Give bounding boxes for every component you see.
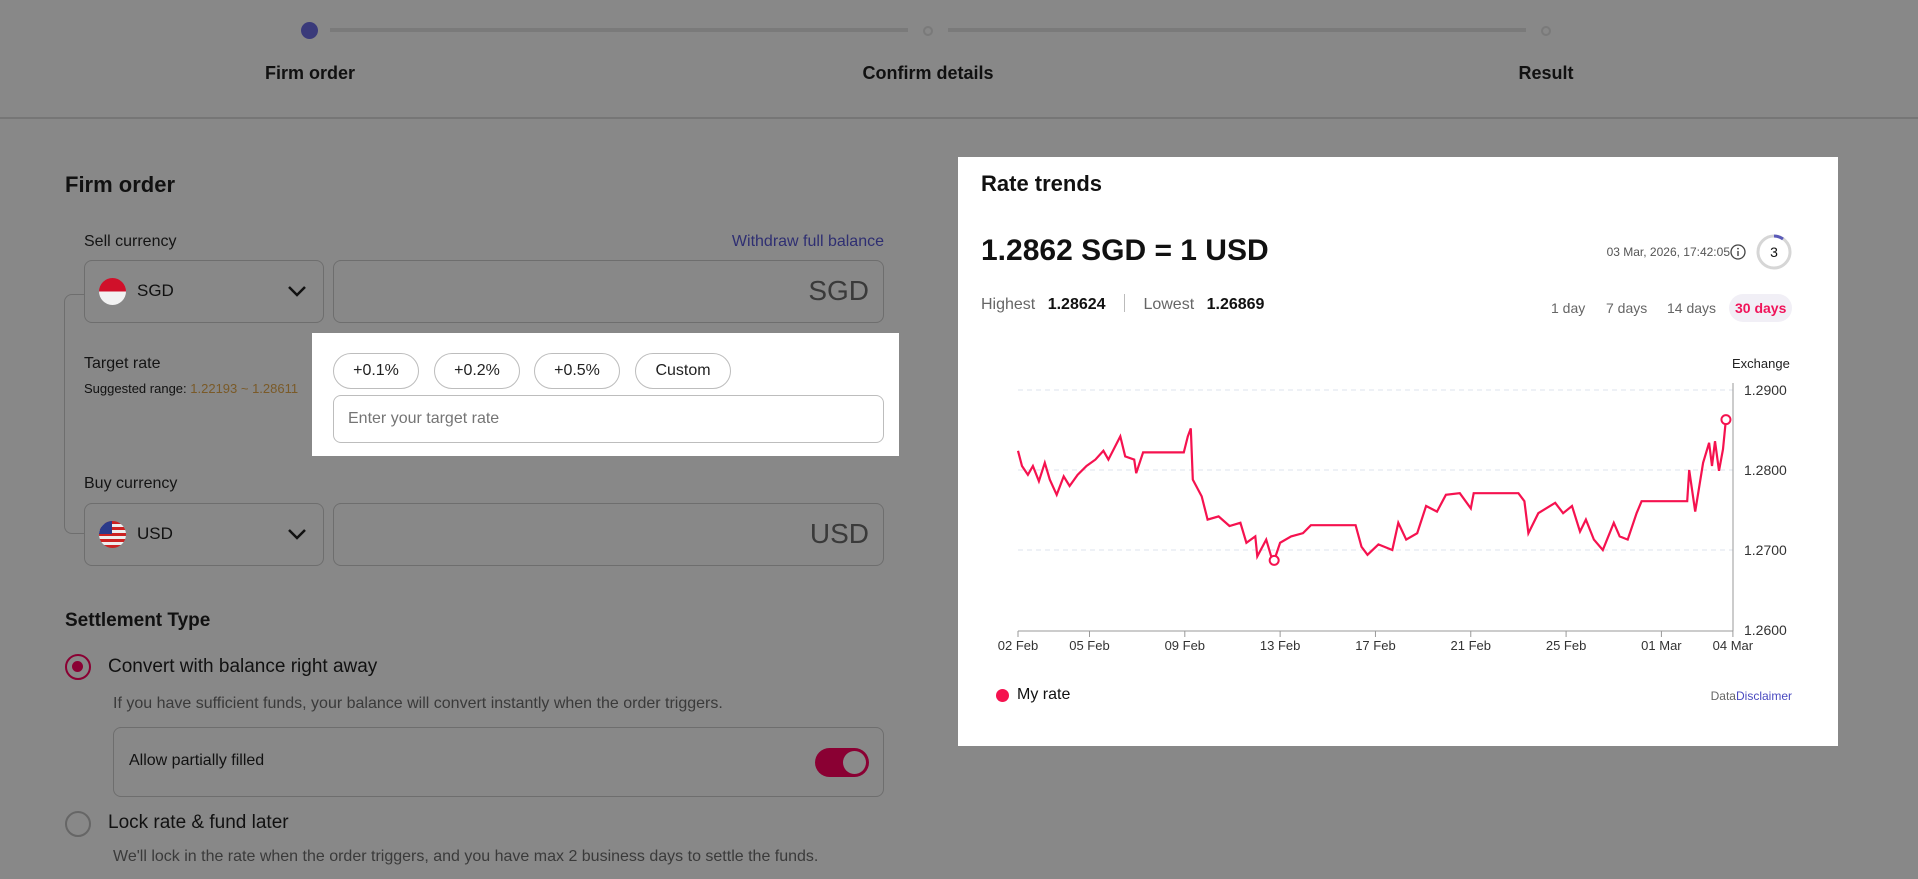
range-tab-1-day[interactable]: 1 day <box>1551 300 1586 316</box>
chip-plus-0-2[interactable]: +0.2% <box>434 353 520 389</box>
target-rate-label: Target rate <box>84 355 161 372</box>
radio-convert-right-away[interactable] <box>65 654 91 680</box>
buy-currency-select[interactable]: USD <box>84 503 324 566</box>
suggested-range-values: 1.22193 ~ 1.28611 <box>190 381 299 396</box>
current-rate: 1.2862 SGD = 1 USD <box>981 234 1269 267</box>
x-tick-label: 09 Feb <box>1165 638 1205 653</box>
x-tick-label: 04 Mar <box>1713 638 1754 653</box>
sell-currency-select[interactable]: SGD <box>84 260 324 323</box>
option-convert-label[interactable]: Convert with balance right away <box>108 656 378 677</box>
buy-currency-label: Buy currency <box>84 475 178 492</box>
series-line-my-rate <box>1016 419 1727 563</box>
chip-plus-0-1[interactable]: +0.1% <box>333 353 419 389</box>
lowest-label: Lowest <box>1143 296 1195 313</box>
lowest-value: 1.26869 <box>1206 296 1265 313</box>
x-tick-label: 13 Feb <box>1260 638 1300 653</box>
high-low-row: Highest 1.28624 Lowest 1.26869 <box>981 294 1264 314</box>
disclaimer-link[interactable]: Disclaimer <box>1735 689 1792 703</box>
suggested-range-prefix: Suggested range: <box>84 381 187 396</box>
sell-currency-label: Sell currency <box>84 233 177 250</box>
buy-currency-code: USD <box>137 524 173 543</box>
form-title: Firm order <box>65 172 176 197</box>
buy-amount-input[interactable]: USD <box>333 503 884 566</box>
rate-timestamp: 03 Mar, 2026, 17:42:05 <box>1606 245 1730 259</box>
step-dot <box>923 26 933 36</box>
refresh-countdown[interactable]: 3 <box>1756 234 1792 270</box>
y-tick-label: 1.2900 <box>1744 382 1787 398</box>
header-divider <box>0 117 1918 119</box>
range-tab-7-days[interactable]: 7 days <box>1606 300 1648 316</box>
x-tick-label: 01 Mar <box>1641 638 1682 653</box>
allow-partial-label: Allow partially filled <box>129 752 265 769</box>
allow-partial-toggle[interactable] <box>815 748 869 777</box>
countdown-ring-icon <box>1756 234 1792 270</box>
sell-amount-input[interactable]: SGD <box>333 260 884 323</box>
countdown-value: 3 <box>1770 244 1778 260</box>
rate-trends-title: Rate trends <box>981 171 1103 196</box>
x-tick-label: 25 Feb <box>1546 638 1586 653</box>
x-tick-label: 02 Feb <box>998 638 1038 653</box>
step-label-result: Result <box>1518 63 1574 83</box>
step-dot <box>1541 26 1551 36</box>
y-tick-label: 1.2800 <box>1744 462 1787 478</box>
y-tick-label: 1.2600 <box>1744 622 1787 638</box>
range-tab-14-days[interactable]: 14 days <box>1667 300 1717 316</box>
x-tick-label: 21 Feb <box>1451 638 1491 653</box>
chevron-down-icon <box>288 529 306 540</box>
y-tick-label: 1.2700 <box>1744 542 1787 558</box>
withdraw-full-balance-link[interactable]: Withdraw full balance <box>731 233 884 250</box>
separator <box>1124 294 1125 312</box>
option-convert-desc: If you have sufficient funds, your balan… <box>113 695 723 712</box>
option-lock-label[interactable]: Lock rate & fund later <box>108 812 289 833</box>
step-dot-active <box>301 22 318 39</box>
us-flag-icon <box>99 521 126 548</box>
legend-my-rate[interactable]: My rate <box>1017 686 1071 703</box>
highest-value: 1.28624 <box>1047 296 1106 313</box>
step-label-confirm-details: Confirm details <box>862 63 994 83</box>
marker-current <box>1720 414 1732 426</box>
info-icon[interactable] <box>1730 244 1746 260</box>
legend-dot <box>996 689 1009 702</box>
step-label-firm-order: Firm order <box>264 63 356 83</box>
sell-amount-placeholder: SGD <box>808 275 869 306</box>
step-connector <box>330 28 908 32</box>
marker-lowest <box>1268 554 1280 566</box>
option-lock-desc: We'll lock in the rate when the order tr… <box>113 848 819 865</box>
disclaimer-prefix: Data <box>1710 689 1736 703</box>
range-tab-30-days[interactable]: 30 days <box>1729 294 1793 322</box>
x-tick-label: 05 Feb <box>1069 638 1109 653</box>
y-axis-label: Exchange <box>1732 356 1790 371</box>
step-connector <box>948 28 1526 32</box>
singapore-flag-icon <box>99 278 126 305</box>
settlement-title: Settlement Type <box>65 610 211 631</box>
chip-custom[interactable]: Custom <box>635 353 731 389</box>
currency-connector <box>64 294 84 534</box>
sell-currency-code: SGD <box>137 281 174 300</box>
target-rate-input[interactable] <box>333 395 884 443</box>
highest-label: Highest <box>981 296 1036 313</box>
chip-plus-0-5[interactable]: +0.5% <box>534 353 620 389</box>
x-tick-label: 17 Feb <box>1355 638 1395 653</box>
buy-amount-placeholder: USD <box>809 518 869 549</box>
radio-lock-rate[interactable] <box>65 811 91 837</box>
allow-partial-box: Allow partially filled <box>113 727 884 797</box>
data-disclaimer: DataDisclaimer <box>1711 689 1792 703</box>
chevron-down-icon <box>288 286 306 297</box>
suggested-range: Suggested range: 1.22193 ~ 1.28611 <box>84 381 298 396</box>
